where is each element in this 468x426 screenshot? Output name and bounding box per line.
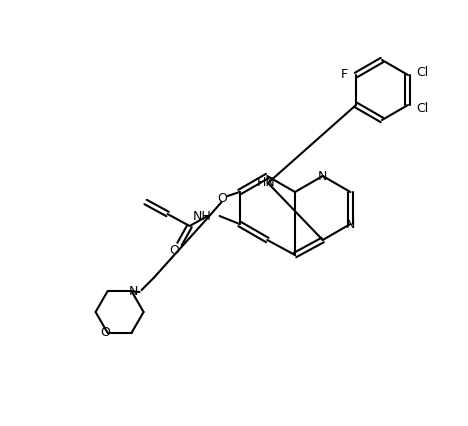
Text: O: O [218, 192, 227, 204]
Text: F: F [340, 69, 348, 81]
Text: N: N [129, 285, 138, 298]
Text: O: O [101, 326, 110, 339]
Text: Cl: Cl [416, 101, 428, 115]
Text: NH: NH [193, 210, 212, 222]
Text: Cl: Cl [416, 66, 428, 78]
Text: N: N [346, 218, 355, 230]
Text: N: N [318, 170, 328, 182]
Text: O: O [169, 244, 180, 256]
Text: HN: HN [256, 176, 275, 190]
